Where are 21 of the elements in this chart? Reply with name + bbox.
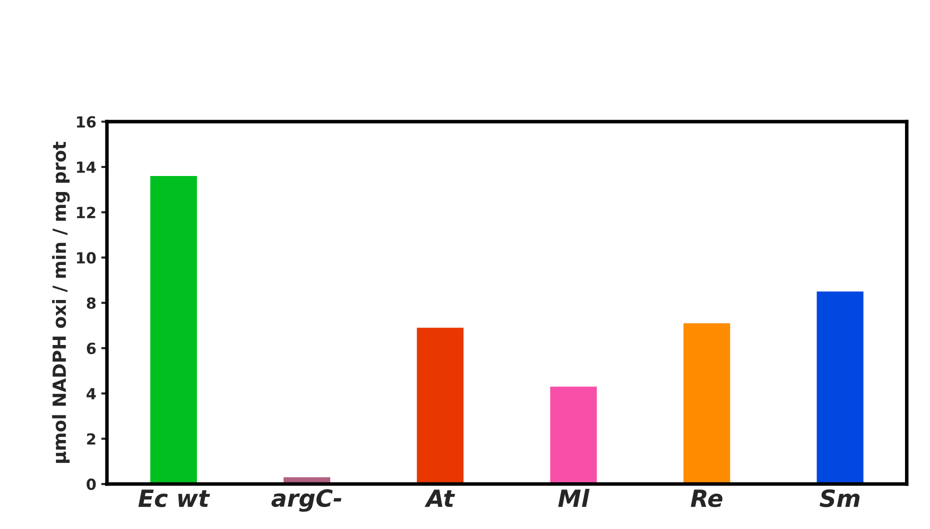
x-tick-label: Ec wt — [138, 490, 210, 508]
y-tick-label: 14 — [76, 162, 96, 173]
x-tick-label: argC- — [272, 489, 342, 512]
bar — [816, 292, 864, 484]
bar — [150, 176, 197, 484]
x-tick-label: Ml — [558, 488, 590, 507]
y-tick-label: 8 — [86, 297, 96, 309]
x-tick-label: Re — [690, 490, 722, 508]
bar — [683, 323, 730, 484]
y-axis-title: µmol NADPH oxi / min / mg prot — [52, 142, 70, 463]
bar — [416, 328, 464, 484]
y-tick-label: 12 — [76, 206, 96, 218]
y-tick-label: 4 — [86, 388, 96, 400]
y-tick-label: 6 — [86, 342, 96, 354]
y-tick-label: 16 — [76, 116, 96, 128]
y-tick-label: 0 — [86, 478, 96, 490]
y-tick-label: 2 — [87, 433, 96, 445]
x-tick-label: At — [424, 490, 456, 507]
y-tick-label: 10 — [76, 252, 96, 264]
bar — [550, 386, 597, 484]
x-tick-label: Sm — [820, 489, 860, 508]
